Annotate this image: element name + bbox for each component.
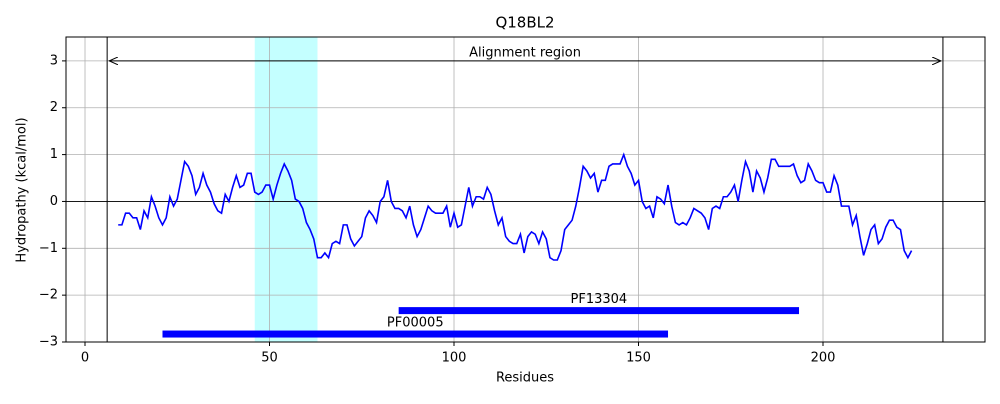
y-tick-label: 3 bbox=[50, 53, 58, 68]
x-tick-label: 150 bbox=[626, 351, 651, 366]
x-axis-label: Residues bbox=[496, 371, 554, 386]
y-tick-label: 0 bbox=[50, 194, 58, 209]
plot-frame bbox=[65, 36, 986, 343]
hydropathy-line bbox=[118, 152, 913, 261]
y-tick-label: −2 bbox=[39, 288, 58, 303]
chart-title: Q18BL2 bbox=[495, 14, 554, 32]
y-tick-label: 2 bbox=[50, 100, 58, 115]
x-tick-label: 0 bbox=[81, 351, 89, 366]
x-tick-label: 100 bbox=[442, 351, 467, 366]
domain-label: PF13304 bbox=[571, 292, 628, 307]
x-tick-label: 50 bbox=[261, 351, 278, 366]
highlight-span bbox=[254, 37, 318, 342]
y-tick-label: 1 bbox=[50, 147, 58, 162]
domain-label: PF00005 bbox=[387, 316, 444, 331]
y-axis-label: Hydropathy (kcal/mol) bbox=[15, 117, 30, 262]
domain-bar bbox=[398, 307, 800, 315]
y-tick-label: −1 bbox=[39, 241, 58, 256]
domain-bar bbox=[162, 330, 669, 338]
region-label: Alignment region bbox=[469, 45, 581, 60]
y-tick-label: −3 bbox=[39, 335, 58, 350]
x-tick-label: 200 bbox=[811, 351, 836, 366]
